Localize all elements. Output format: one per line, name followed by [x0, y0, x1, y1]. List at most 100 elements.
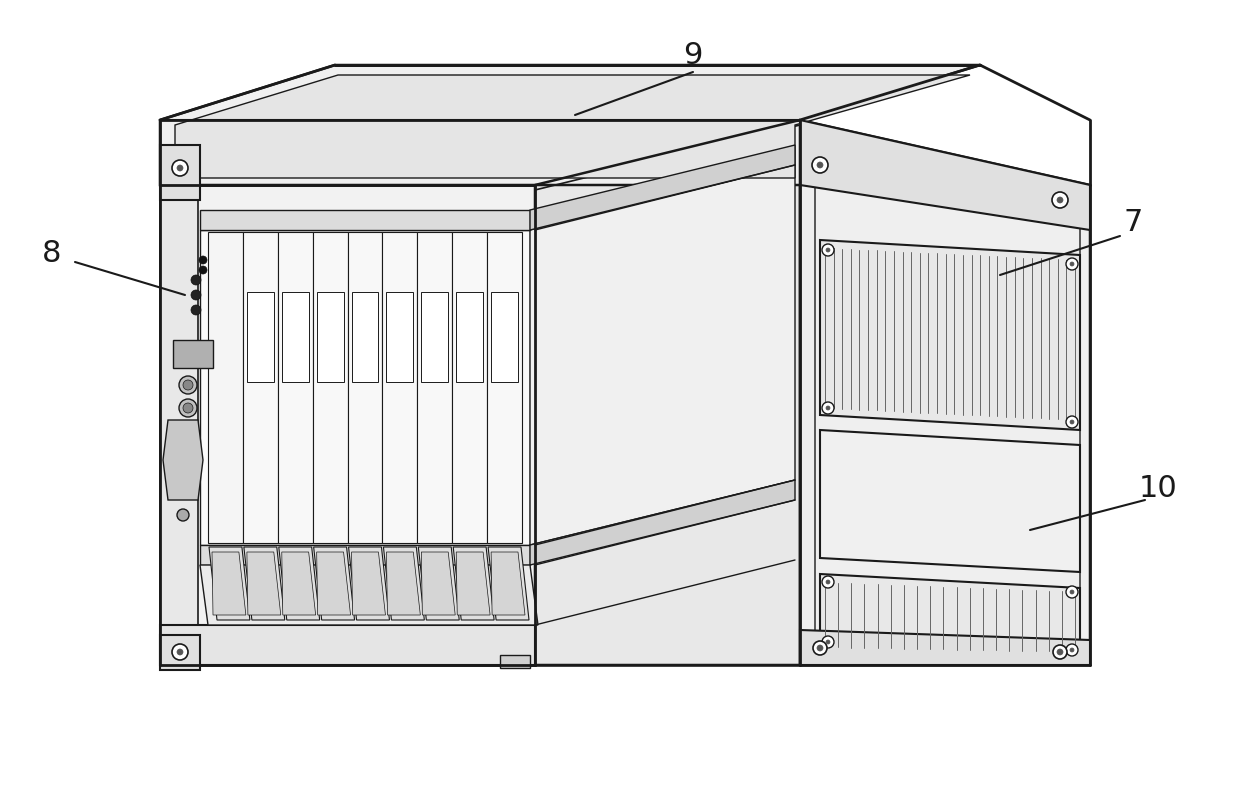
Polygon shape [487, 232, 522, 543]
Polygon shape [387, 292, 414, 382]
Text: 10: 10 [1139, 473, 1177, 503]
Circle shape [821, 402, 834, 414]
Polygon shape [421, 292, 449, 382]
Polygon shape [243, 232, 278, 543]
Circle shape [1057, 649, 1063, 655]
Circle shape [821, 576, 834, 588]
Circle shape [821, 244, 834, 256]
Polygon shape [535, 120, 800, 665]
Circle shape [178, 376, 197, 394]
Polygon shape [456, 552, 491, 615]
Polygon shape [421, 552, 455, 615]
Circle shape [1070, 648, 1074, 652]
Text: PXI: PXI [287, 241, 304, 251]
Polygon shape [279, 547, 320, 620]
Polygon shape [199, 210, 530, 230]
Circle shape [1052, 192, 1068, 208]
Text: 7: 7 [1124, 208, 1142, 237]
Circle shape [1070, 420, 1074, 424]
Polygon shape [160, 635, 199, 670]
Polygon shape [175, 75, 970, 178]
Polygon shape [199, 565, 538, 625]
Polygon shape [247, 552, 281, 615]
Circle shape [817, 162, 823, 168]
Polygon shape [491, 552, 525, 615]
Text: 8: 8 [42, 238, 62, 267]
Polygon shape [313, 547, 354, 620]
Circle shape [813, 641, 826, 655]
Polygon shape [352, 292, 378, 382]
Polygon shape [383, 232, 418, 543]
Polygon shape [209, 547, 250, 620]
Polygon shape [820, 240, 1080, 430]
Polygon shape [281, 292, 309, 382]
Circle shape [191, 290, 201, 300]
Circle shape [821, 636, 834, 648]
Polygon shape [312, 232, 348, 543]
Circle shape [1066, 258, 1078, 270]
Polygon shape [491, 292, 518, 382]
Polygon shape [418, 232, 452, 543]
Polygon shape [383, 547, 424, 620]
Polygon shape [419, 547, 460, 620]
Polygon shape [160, 145, 199, 200]
Circle shape [826, 580, 830, 584]
Text: PXI: PXI [357, 241, 373, 251]
Polygon shape [208, 232, 243, 543]
Polygon shape [281, 552, 316, 615]
Polygon shape [530, 165, 795, 545]
Polygon shape [199, 545, 530, 565]
Circle shape [1066, 416, 1078, 428]
Polygon shape [348, 547, 389, 620]
Circle shape [199, 256, 207, 264]
Circle shape [177, 165, 183, 171]
Polygon shape [244, 547, 285, 620]
Polygon shape [160, 185, 198, 665]
Text: 9: 9 [684, 40, 703, 69]
Polygon shape [800, 120, 1090, 665]
Polygon shape [501, 655, 530, 668]
Polygon shape [530, 145, 795, 230]
Circle shape [177, 509, 190, 521]
Text: PXI: PXI [392, 241, 408, 251]
Polygon shape [160, 65, 980, 185]
Polygon shape [453, 547, 494, 620]
Polygon shape [800, 120, 1090, 230]
Circle shape [1070, 262, 1074, 266]
Circle shape [812, 157, 828, 173]
Polygon shape [800, 630, 1090, 665]
Circle shape [172, 644, 188, 660]
Circle shape [183, 403, 193, 413]
Circle shape [172, 160, 188, 176]
Polygon shape [456, 292, 483, 382]
Circle shape [1066, 644, 1078, 656]
Polygon shape [387, 552, 420, 615]
Polygon shape [317, 552, 351, 615]
Circle shape [178, 399, 197, 417]
Polygon shape [160, 625, 535, 665]
Polygon shape [199, 230, 530, 545]
Circle shape [1066, 586, 1078, 598]
Polygon shape [530, 480, 795, 565]
Polygon shape [212, 552, 245, 615]
Circle shape [183, 380, 193, 390]
Text: PXI: PXI [218, 241, 233, 251]
Circle shape [177, 649, 183, 655]
Polygon shape [317, 292, 343, 382]
Circle shape [1070, 590, 1074, 594]
Polygon shape [247, 292, 274, 382]
Polygon shape [820, 574, 1080, 658]
Circle shape [826, 640, 830, 644]
Polygon shape [488, 547, 529, 620]
Circle shape [191, 275, 201, 285]
Circle shape [817, 645, 823, 651]
Polygon shape [160, 185, 535, 665]
Circle shape [191, 305, 201, 315]
Circle shape [1057, 197, 1063, 203]
Polygon shape [452, 232, 487, 543]
Circle shape [826, 406, 830, 410]
Polygon shape [352, 552, 385, 615]
Polygon shape [278, 232, 312, 543]
Circle shape [826, 248, 830, 252]
Polygon shape [820, 430, 1080, 572]
